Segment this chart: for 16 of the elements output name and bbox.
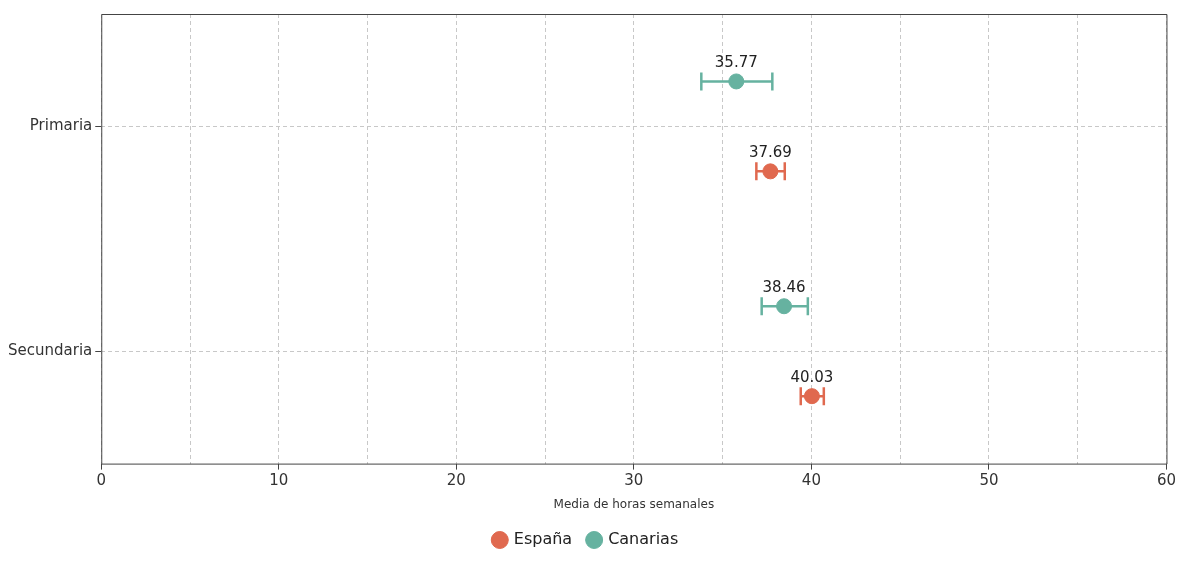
- x-tick-label: 60: [1156, 471, 1176, 490]
- x-tick-label: 50: [979, 471, 999, 490]
- legend-label: España: [513, 529, 573, 549]
- y-tick-label: Secundaria: [7, 341, 93, 360]
- x-axis-title: Media de horas semanales: [553, 496, 715, 511]
- legend-label: Canarias: [608, 529, 679, 549]
- y-tick-label: Primaria: [29, 116, 93, 135]
- x-tick-label: 30: [624, 471, 644, 490]
- data-label: 38.46: [762, 277, 806, 296]
- x-tick-label: 40: [801, 471, 821, 490]
- data-label: 37.69: [748, 142, 792, 161]
- x-tick-label: 0: [96, 471, 107, 490]
- x-tick-label: 20: [446, 471, 466, 490]
- x-tick-label: 10: [269, 471, 289, 490]
- data-label: 35.77: [714, 52, 758, 71]
- data-label: 40.03: [790, 367, 834, 386]
